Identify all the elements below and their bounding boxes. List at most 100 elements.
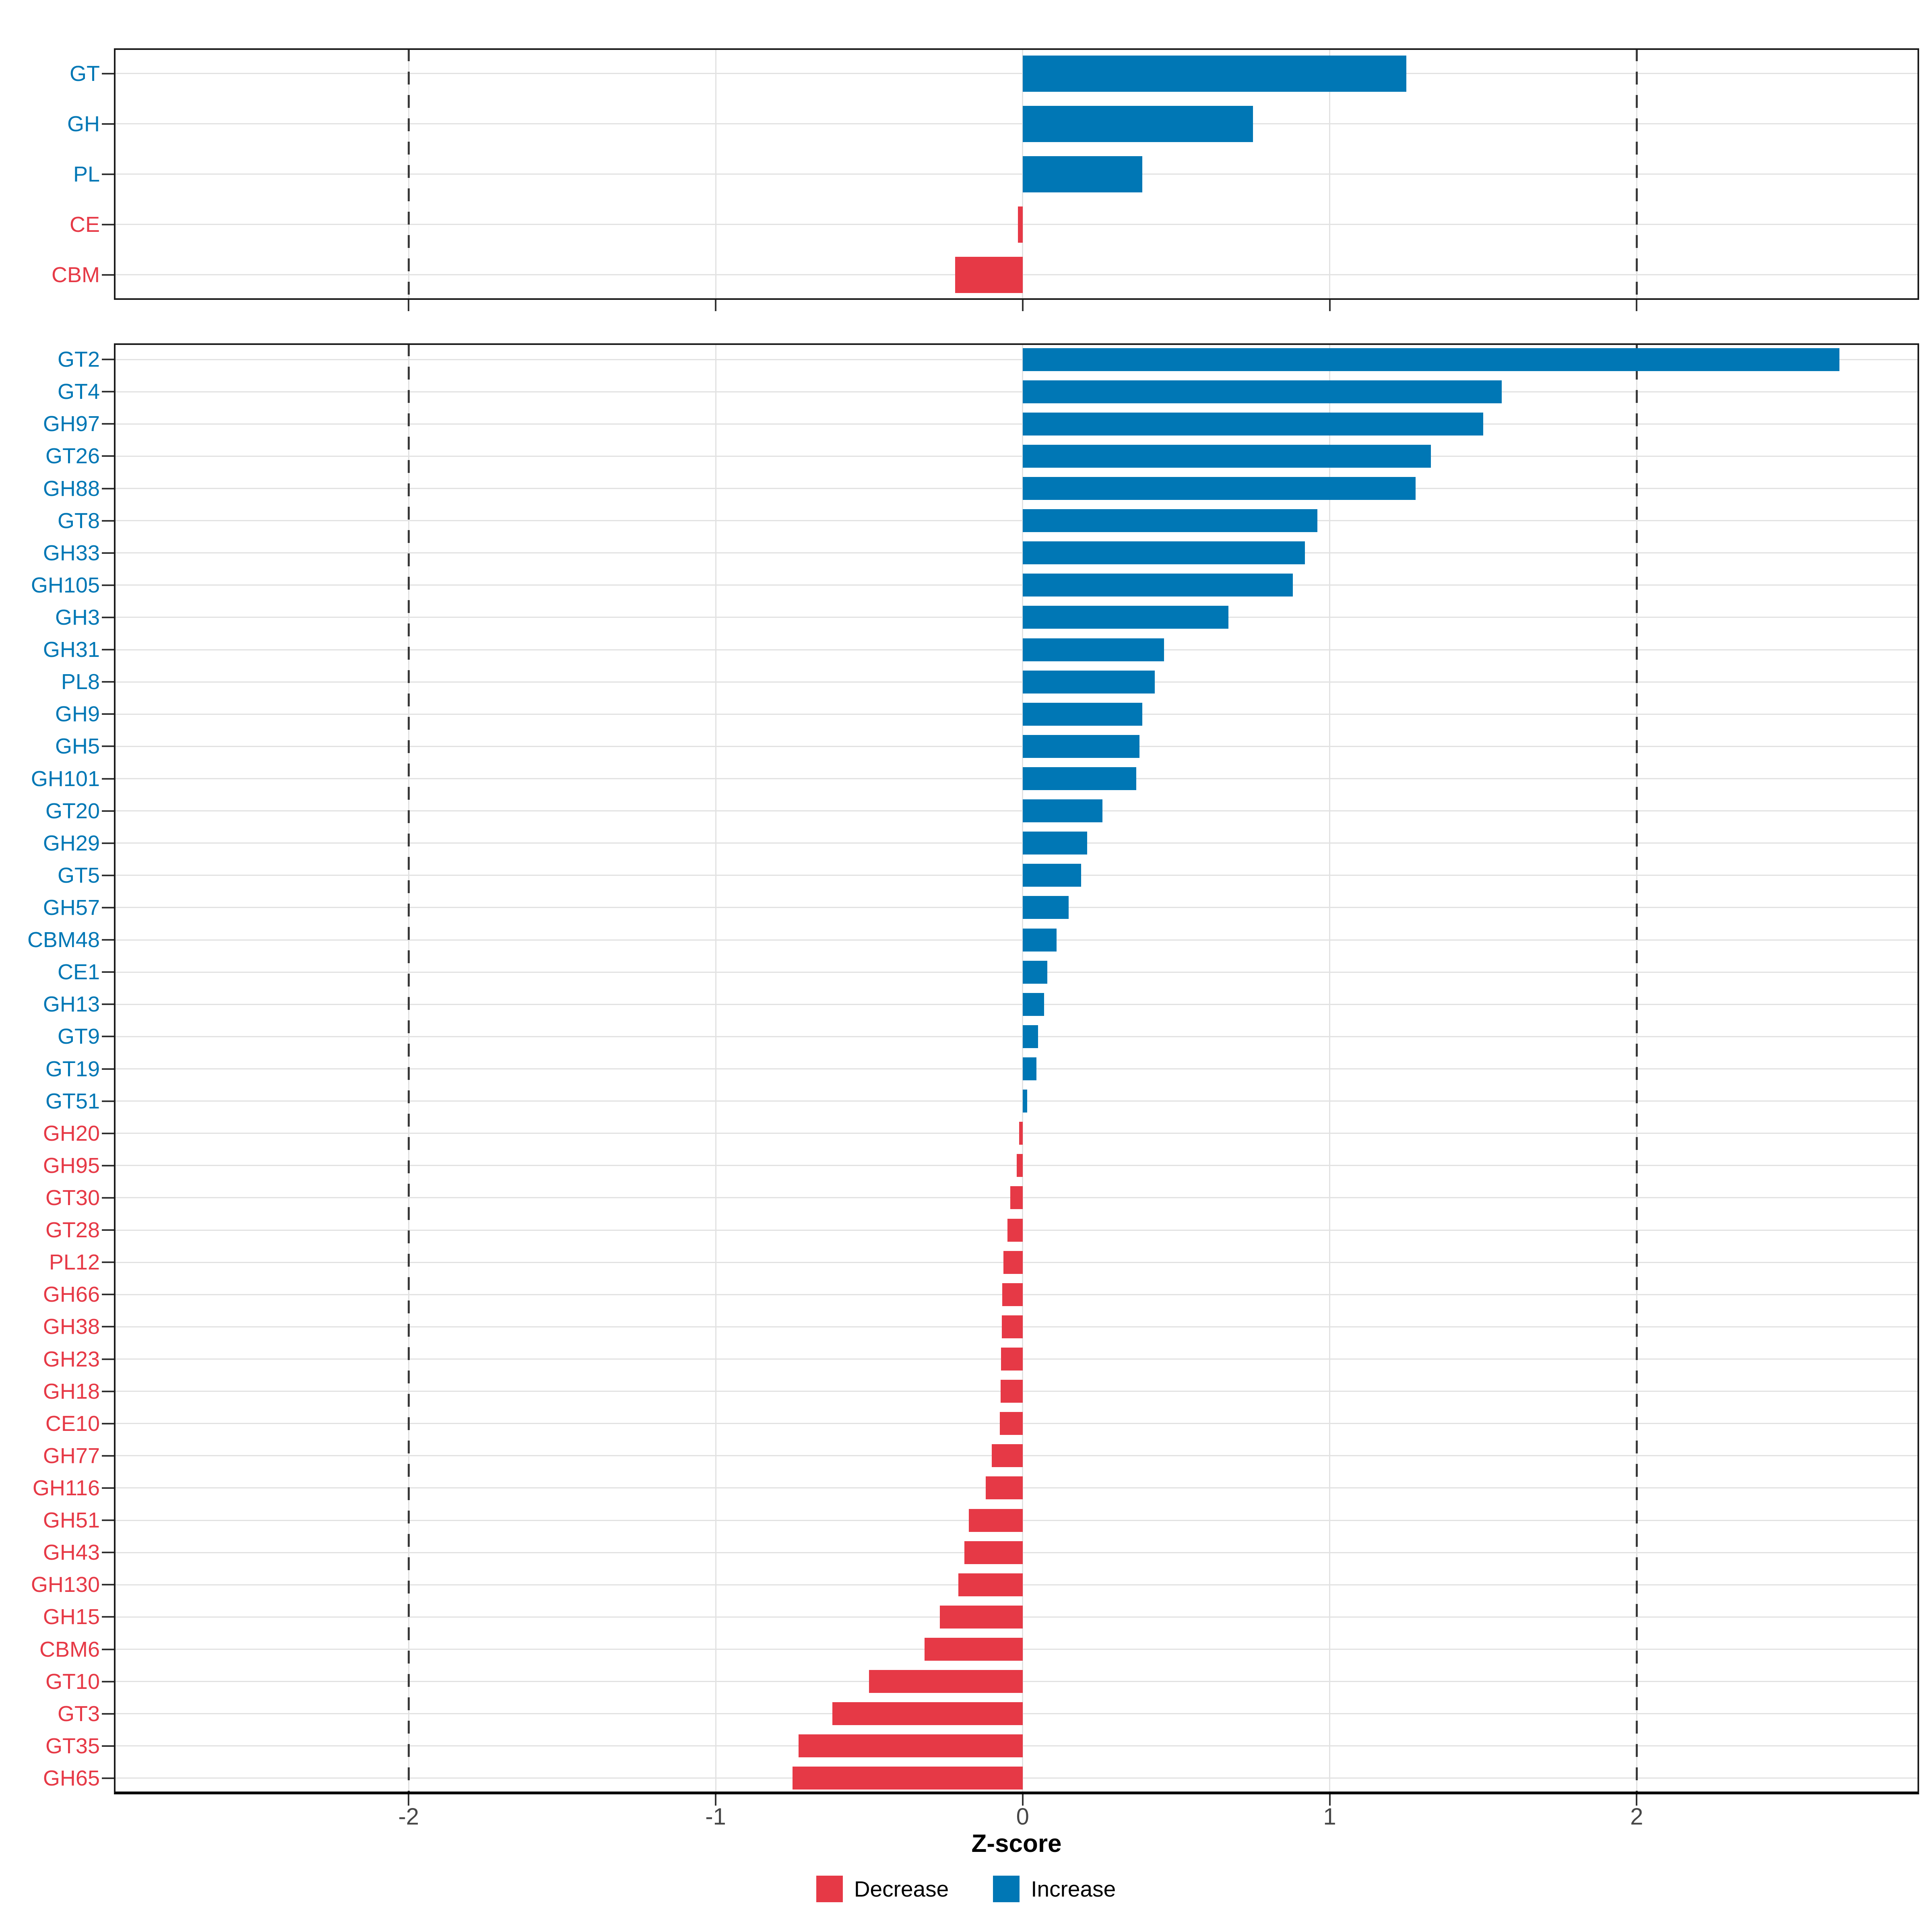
y-axis-tick [102,1713,114,1715]
category-label-GH5: GH5 [55,734,100,759]
category-label-GH43: GH43 [43,1540,100,1565]
bar-GT28 [1007,1218,1023,1242]
y-axis-tick [102,423,114,425]
category-label-GT26: GT26 [45,444,100,469]
bar-GH116 [986,1476,1023,1500]
category-label-GH3: GH3 [55,605,100,630]
horizontal-gridline [114,907,1919,908]
bar-GT [1022,55,1407,92]
y-axis-tick [102,1036,114,1038]
y-axis-tick [102,1068,114,1070]
x-tick-label-0: 0 [1016,1804,1029,1830]
category-label-GT30: GT30 [45,1185,100,1210]
category-label-CBM: CBM [52,262,100,287]
x-tick-label--1: -1 [705,1804,726,1830]
dashed-reference-line [407,48,410,300]
x-axis-tick [408,1794,410,1806]
category-label-PL8: PL8 [61,670,100,694]
bar-GT30 [1010,1186,1023,1210]
category-label-CBM48: CBM48 [27,928,100,952]
category-label-GT51: GT51 [45,1089,100,1113]
bar-GH66 [1002,1283,1023,1306]
bar-GT8 [1022,509,1317,533]
y-axis-tick [102,1422,114,1424]
category-label-GH18: GH18 [43,1379,100,1404]
y-axis-tick [102,713,114,715]
y-axis-tick [102,1584,114,1586]
y-axis-tick [102,842,114,844]
y-axis-tick [102,1648,114,1650]
y-axis-tick [102,1487,114,1489]
y-axis-tick [102,778,114,780]
bar-GH23 [1001,1348,1023,1371]
y-axis-tick [102,1455,114,1457]
y-axis-tick [102,359,114,361]
y-axis-tick [102,274,114,276]
category-label-GT19: GT19 [45,1057,100,1081]
bar-GH3 [1022,606,1228,629]
category-label-GH33: GH33 [43,541,100,565]
horizontal-gridline [114,455,1919,457]
legend-label-decrease: Decrease [854,1876,949,1901]
horizontal-gridline [114,713,1919,715]
horizontal-gridline [114,1003,1919,1005]
bar-GT4 [1022,380,1502,403]
category-label-GH57: GH57 [43,895,100,920]
category-label-GT35: GT35 [45,1734,100,1758]
category-label-GH29: GH29 [43,831,100,855]
bar-GH43 [964,1541,1023,1564]
x-axis-tick [1329,1794,1331,1806]
category-label-GT10: GT10 [45,1669,100,1694]
horizontal-gridline [114,875,1919,876]
y-axis-tick [102,1680,114,1682]
bar-GH9 [1022,702,1143,726]
bar-GT3 [832,1702,1023,1726]
y-axis-tick [102,1229,114,1231]
y-axis-tick [102,1745,114,1747]
y-axis-tick [102,173,114,175]
x-axis-title: Z-score [971,1830,1062,1858]
x-axis-tick [1636,1794,1638,1806]
category-label-CE10: CE10 [45,1411,100,1436]
category-label-GH9: GH9 [55,702,100,727]
y-axis-tick [102,1003,114,1005]
x-axis-tick [1022,300,1024,311]
horizontal-gridline [114,584,1919,586]
horizontal-gridline [114,552,1919,554]
y-axis-tick [102,1552,114,1554]
bar-GT51 [1022,1090,1028,1113]
category-label-GT2: GT2 [57,347,100,372]
legend-swatch-decrease-icon [816,1876,843,1902]
y-axis-tick [102,1326,114,1328]
bar-CBM48 [1022,928,1057,952]
bar-GH65 [792,1767,1023,1790]
category-label-GH66: GH66 [43,1282,100,1307]
category-label-GT8: GT8 [57,508,100,533]
category-label-GH95: GH95 [43,1153,100,1178]
category-label-PL: PL [73,162,100,186]
legend-swatch-increase-icon [993,1876,1020,1902]
bar-GT5 [1022,864,1081,887]
y-axis-tick [102,616,114,618]
bar-GH51 [969,1509,1023,1532]
legend-item-increase: Increase [993,1876,1116,1902]
category-label-GT: GT [70,61,100,86]
horizontal-gridline [114,1068,1919,1069]
horizontal-gridline [114,1100,1919,1102]
x-axis-tick [1636,300,1638,311]
bar-CBM6 [924,1638,1023,1661]
bar-GT26 [1022,444,1431,468]
category-label-GH97: GH97 [43,412,100,436]
horizontal-gridline [114,1036,1919,1037]
horizontal-gridline [114,649,1919,650]
horizontal-gridline [114,359,1919,360]
category-label-GH88: GH88 [43,476,100,501]
bar-GH95 [1016,1154,1023,1177]
category-label-GT3: GT3 [57,1701,100,1726]
horizontal-gridline [114,778,1919,779]
horizontal-gridline [114,423,1919,425]
category-label-GH38: GH38 [43,1315,100,1339]
x-tick-label-1: 1 [1323,1804,1336,1830]
y-axis-tick [102,681,114,683]
category-label-GT5: GT5 [57,863,100,888]
